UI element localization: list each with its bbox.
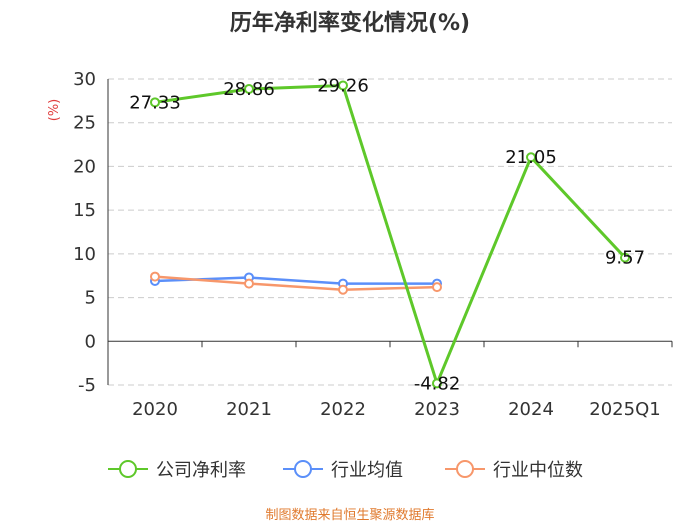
- legend-marker: [456, 460, 474, 478]
- data-point: [526, 152, 536, 163]
- gridlines: [108, 78, 672, 386]
- x-tick-label: 2022: [320, 399, 366, 420]
- data-label: 21.05: [505, 147, 557, 168]
- axes: -5 0 5 10 15 20 25 30 2020 2021 2022 2023 2024 2025Q1: [73, 69, 673, 420]
- data-label: -4.82: [414, 373, 461, 394]
- source-note: 制图数据来自恒生聚源数据库: [265, 507, 434, 523]
- data-point: [338, 80, 348, 91]
- data-point: [244, 83, 254, 94]
- y-tick-label: 25: [73, 113, 96, 134]
- y-tick-label: 10: [73, 244, 96, 265]
- legend-item: 行业均值: [283, 460, 403, 481]
- series-2: [150, 271, 442, 295]
- data-label: 28.86: [223, 79, 275, 100]
- chart-title: 历年净利率变化情况(%): [230, 10, 470, 36]
- data-label: 27.33: [129, 92, 181, 113]
- series-layer: [150, 80, 630, 389]
- y-tick-label: 20: [73, 156, 96, 177]
- x-tick-label: 2020: [132, 399, 178, 420]
- data-point: [338, 284, 348, 295]
- data-point: [150, 271, 160, 282]
- data-label: 9.57: [605, 248, 645, 269]
- data-point: [432, 282, 442, 293]
- series-line: [154, 84, 627, 385]
- legend-label: 行业中位数: [493, 460, 583, 481]
- data-point: [620, 252, 630, 263]
- series-0: [150, 80, 630, 389]
- x-tick-label: 2025Q1: [589, 399, 660, 420]
- legend-marker: [294, 460, 312, 478]
- x-tick-label: 2024: [508, 399, 554, 420]
- legend-item: 公司净利率: [108, 460, 246, 481]
- legend-label: 公司净利率: [156, 460, 246, 481]
- data-labels: 27.33 28.86 29.26 -4.82 21.05 9.57: [129, 75, 645, 394]
- data-point: [150, 97, 160, 108]
- y-tick-label: 30: [73, 69, 96, 90]
- data-point: [432, 378, 442, 389]
- data-point: [244, 278, 254, 289]
- series-line: [154, 275, 438, 291]
- legend: 公司净利率 行业均值 行业中位数: [108, 460, 583, 481]
- legend-marker: [119, 460, 137, 478]
- y-tick-label: 15: [73, 200, 96, 221]
- x-tick-label: 2023: [414, 399, 460, 420]
- data-label: 29.26: [317, 75, 369, 96]
- y-axis-unit: (%): [47, 99, 62, 122]
- y-tick-label: 0: [85, 331, 96, 352]
- legend-item: 行业中位数: [445, 460, 583, 481]
- legend-label: 行业均值: [331, 460, 403, 481]
- x-tick-label: 2021: [226, 399, 272, 420]
- y-tick-label: -5: [78, 375, 96, 396]
- y-tick-label: 5: [85, 288, 96, 309]
